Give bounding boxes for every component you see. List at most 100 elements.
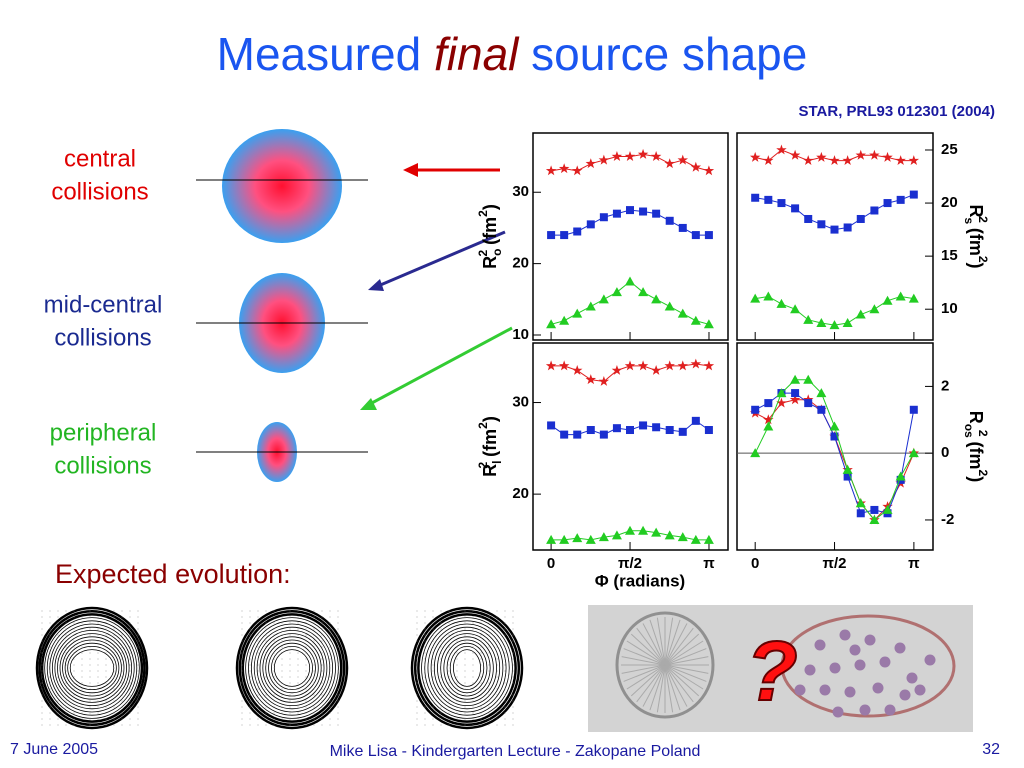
flow-line	[664, 664, 688, 707]
contour	[271, 646, 313, 691]
y-tick-label: 0	[941, 444, 949, 461]
contour	[245, 617, 339, 719]
marker	[624, 525, 635, 535]
marker	[895, 291, 906, 301]
marker	[829, 155, 840, 166]
marker	[639, 421, 648, 430]
y-axis-title-part: s	[962, 217, 976, 224]
marker	[703, 165, 715, 176]
y-axis-title-part: l	[490, 461, 504, 464]
marker	[650, 151, 662, 162]
particle	[894, 642, 906, 654]
contour	[446, 642, 488, 694]
flow-line	[642, 664, 666, 707]
marker	[776, 144, 787, 155]
marker	[598, 532, 609, 542]
flow-line	[664, 664, 707, 682]
contour	[238, 609, 346, 727]
marker	[763, 291, 774, 301]
marker	[572, 533, 583, 543]
marker	[829, 421, 840, 431]
y-axis-title-part: os	[962, 424, 976, 438]
marker	[637, 360, 649, 371]
particle	[906, 672, 918, 684]
y-axis-title-part: )	[480, 416, 500, 422]
marker	[638, 287, 649, 297]
marker	[652, 209, 661, 218]
flow-line	[664, 619, 681, 666]
plot-frame	[736, 342, 934, 551]
flow-line	[664, 664, 704, 690]
marker	[651, 294, 662, 304]
flow-line	[623, 664, 666, 682]
marker	[816, 388, 827, 398]
marker	[612, 209, 621, 218]
y-axis-title-part: 2	[976, 216, 990, 223]
flow-line	[664, 664, 694, 703]
flow-line	[664, 640, 704, 666]
contour	[44, 617, 140, 719]
y-axis-title-part: )	[966, 476, 986, 482]
label: collisions	[54, 452, 151, 479]
marker	[869, 304, 880, 314]
particle	[854, 659, 866, 671]
marker	[585, 158, 597, 169]
flow-line	[656, 664, 666, 713]
marker	[546, 534, 557, 544]
contour	[38, 609, 146, 727]
contour	[410, 606, 524, 730]
marker	[763, 155, 774, 166]
label: collisions	[51, 178, 148, 205]
question-mark: ?	[746, 624, 797, 718]
marker	[750, 293, 761, 303]
contour	[248, 620, 336, 716]
contour	[424, 620, 510, 716]
marker	[856, 214, 865, 223]
marker	[559, 534, 570, 544]
marker	[764, 399, 773, 408]
marker	[624, 276, 635, 286]
footer-center: Mike Lisa - Kindergarten Lecture - Zakop…	[330, 743, 701, 760]
flow-line	[621, 656, 666, 666]
y-axis-title-part: 2	[976, 430, 990, 437]
flow-line	[626, 664, 666, 690]
contour	[67, 646, 117, 691]
marker	[802, 155, 814, 166]
marker	[843, 223, 852, 232]
marker	[829, 320, 840, 330]
contour	[51, 626, 133, 710]
flow-line	[664, 656, 709, 666]
contour	[443, 639, 491, 697]
flow-line	[623, 648, 666, 666]
marker	[665, 216, 674, 225]
footer-date: 7 June 2005	[10, 741, 98, 758]
marker	[611, 530, 622, 540]
particle	[794, 684, 806, 696]
marker	[789, 149, 801, 160]
marker	[764, 195, 773, 204]
x-tick-label: 0	[547, 555, 555, 572]
marker	[895, 155, 906, 166]
flow-line	[664, 648, 707, 666]
evolution-label: Expected evolution:	[55, 559, 291, 589]
flow-line	[642, 623, 666, 666]
marker	[572, 308, 583, 318]
contour	[54, 630, 130, 707]
y-axis-title-part: 2	[976, 256, 990, 263]
trend-line	[754, 399, 915, 521]
marker	[690, 358, 702, 369]
marker	[690, 315, 701, 325]
y-tick-label: 20	[512, 485, 529, 502]
flow-line	[664, 627, 694, 666]
marker	[664, 360, 675, 371]
marker	[749, 151, 761, 162]
label: mid-central	[44, 291, 163, 318]
marker	[842, 464, 853, 474]
contour	[69, 649, 115, 687]
x-tick-label: π/2	[823, 555, 847, 572]
marker	[909, 190, 918, 199]
flow-line	[656, 617, 666, 666]
marker	[855, 309, 866, 319]
contour	[421, 617, 513, 719]
